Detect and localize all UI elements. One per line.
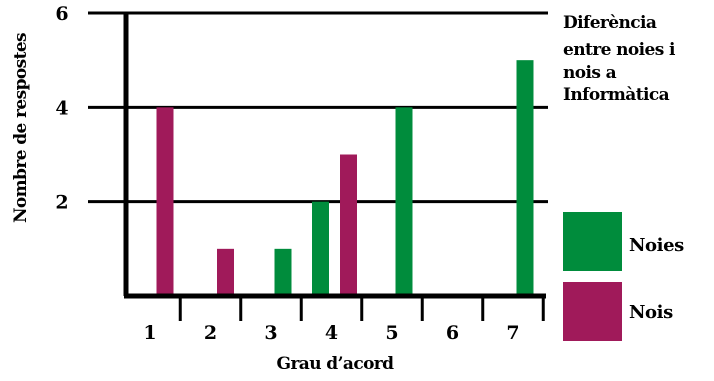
y-tick-label-2: 2 xyxy=(55,192,68,214)
bar-nois-4 xyxy=(340,154,357,296)
bars xyxy=(156,60,534,296)
bar-nois-1 xyxy=(156,107,174,296)
x-tick-label-4: 4 xyxy=(325,322,338,344)
legend-label-nois: Nois xyxy=(629,302,673,323)
legend-swatch-noies xyxy=(563,212,622,271)
legend: Noies Nois xyxy=(563,212,685,341)
chart-title-line-2: entre noies i xyxy=(563,40,676,60)
chart-title-line-3: nois a xyxy=(563,63,617,83)
x-tick-labels: 1 2 3 4 5 6 7 xyxy=(143,322,519,344)
bar-nois-2 xyxy=(217,248,234,296)
x-tick-label-6: 6 xyxy=(446,322,459,344)
legend-label-noies: Noies xyxy=(629,235,684,256)
x-tick-label-3: 3 xyxy=(264,322,277,344)
y-tick-labels: 2 4 6 xyxy=(55,3,68,214)
x-tick-label-2: 2 xyxy=(204,322,217,344)
bar-noies-5 xyxy=(395,107,413,296)
chart-title-line-4: Informàtica xyxy=(563,85,670,105)
x-tick-label-1: 1 xyxy=(143,322,156,344)
x-tick-label-7: 7 xyxy=(506,322,519,344)
x-tick-label-5: 5 xyxy=(385,322,398,344)
chart-title-line-1: Diferència xyxy=(563,13,657,33)
y-tick-label-4: 4 xyxy=(55,97,68,119)
bar-noies-3 xyxy=(274,248,292,296)
bar-noies-7 xyxy=(516,60,534,296)
x-axis-title: Grau d’acord xyxy=(277,354,395,374)
axes xyxy=(123,13,546,321)
y-axis-title: Nombre de respostes xyxy=(11,33,31,223)
legend-swatch-nois xyxy=(563,282,622,341)
bar-noies-4 xyxy=(312,201,329,296)
chart-title: Diferència entre noies i nois a Informàt… xyxy=(563,13,677,105)
y-tick-label-6: 6 xyxy=(55,3,68,25)
